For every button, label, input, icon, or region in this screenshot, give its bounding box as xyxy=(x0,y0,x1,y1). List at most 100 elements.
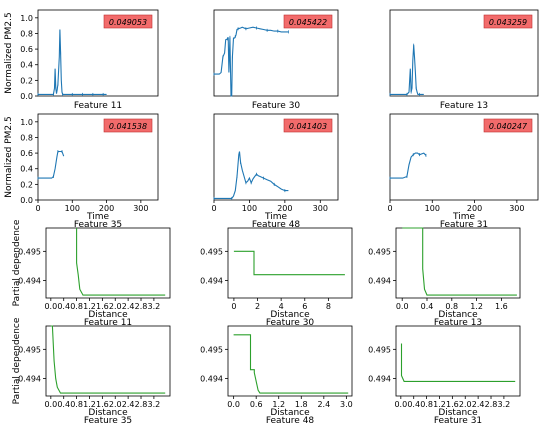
subplot-1: 0.0 0.2 0.4 0.6 0.8 1.0 0.049053 Feature 11 Norm… xyxy=(4,9,159,111)
x-tick-label: 3.2 xyxy=(498,400,511,409)
x-tick-label: 200 xyxy=(467,204,482,213)
x-tick-label: 300 xyxy=(509,204,524,213)
y-tick-label: 0.2 xyxy=(20,180,33,189)
importance-badge-value: 0.041538 xyxy=(109,122,147,131)
axes-frame xyxy=(45,325,171,397)
subplot-7: 0.494 0.495 0.0 0.4 0.8 1.2 1.6 2.0 2.4 2.8 3.2 Dis… xyxy=(12,219,171,328)
y-tick-label: 0.2 xyxy=(20,76,33,85)
x-tick-label: 0.0 xyxy=(44,400,57,409)
x-tick-label: 3.2 xyxy=(148,400,161,409)
x-tick-label: 8 xyxy=(326,302,331,311)
x-axis-label: Distance xyxy=(270,408,310,418)
x-tick-label: 1.6 xyxy=(446,400,459,409)
subplot-title: Feature 13 xyxy=(440,101,488,111)
series-line xyxy=(390,152,427,179)
subplot-title: Feature 48 xyxy=(252,220,301,230)
subplot-title: Feature 31 xyxy=(434,416,482,426)
x-tick-label: 2.0 xyxy=(109,400,122,409)
y-tick-label: 0.494 xyxy=(18,375,41,384)
y-tick-label: 0.6 xyxy=(20,149,33,158)
subplot-title: Feature 35 xyxy=(84,416,132,426)
x-axis-label: Time xyxy=(452,212,475,222)
x-tick-label: 0.4 xyxy=(57,400,70,409)
axes-frame xyxy=(227,227,353,299)
importance-badge xyxy=(103,118,153,133)
x-tick-label: 0.0 xyxy=(227,400,240,409)
series-line xyxy=(38,29,107,95)
x-tick-label: 0.6 xyxy=(250,400,263,409)
x-tick-label: 0.0 xyxy=(44,302,57,311)
subplot-11: 0.494 0.495 0.0 0.6 1.2 1.8 2.4 3.0 DistanceFeat… xyxy=(200,325,353,426)
axes-frame xyxy=(45,227,171,299)
x-axis-label: Distance xyxy=(270,310,310,320)
x-tick-label: 1.2 xyxy=(83,400,96,409)
subplot-title: Feature 11 xyxy=(74,101,122,111)
x-tick-label: 0.8 xyxy=(70,400,83,409)
x-tick-label: 300 xyxy=(133,204,148,213)
series-line xyxy=(233,250,345,276)
x-tick-label: 1.6 xyxy=(495,302,508,311)
x-tick-label: 1.2 xyxy=(470,302,483,311)
subplot-title: Feature 48 xyxy=(266,416,315,426)
x-tick-label: 2.4 xyxy=(122,302,135,311)
x-tick-label: 0.8 xyxy=(70,302,83,311)
x-axis-label: Distance xyxy=(88,310,128,320)
x-tick-label: 1.2 xyxy=(83,302,96,311)
subplot-title: Feature 35 xyxy=(74,220,122,230)
y-tick-label: 0.494 xyxy=(18,277,41,286)
importance-badge xyxy=(283,118,333,133)
y-tick-label: 0.494 xyxy=(368,375,391,384)
series-line xyxy=(214,26,289,97)
subplot-2: 0.045422 Feature 30 xyxy=(213,9,339,111)
x-axis-label: Distance xyxy=(438,310,478,320)
axes-frame xyxy=(389,9,539,97)
importance-badge xyxy=(283,14,333,29)
importance-badge xyxy=(483,118,533,133)
series-line xyxy=(38,150,65,179)
series-line xyxy=(214,151,289,199)
x-tick-label: 2.8 xyxy=(485,400,498,409)
importance-badge-value: 0.049053 xyxy=(109,18,147,27)
y-tick-label: 0.495 xyxy=(368,345,391,354)
x-axis-label: Distance xyxy=(88,408,128,418)
y-tick-label: 0.495 xyxy=(200,345,223,354)
x-tick-label: 6 xyxy=(302,302,307,311)
x-tick-label: 0 xyxy=(211,204,216,213)
x-tick-label: 0 xyxy=(387,204,392,213)
y-axis-label: Partial dependence xyxy=(12,219,22,306)
x-tick-label: 2.8 xyxy=(135,400,148,409)
subplot-title: Feature 13 xyxy=(434,318,482,328)
x-tick-label: 0.4 xyxy=(57,302,70,311)
y-axis-label: Normalized PM2.5 xyxy=(4,12,14,93)
x-tick-label: 4 xyxy=(279,302,284,311)
x-tick-label: 2.4 xyxy=(317,400,330,409)
series-line xyxy=(402,227,517,296)
y-tick-label: 1.0 xyxy=(20,14,33,23)
subplot-9: 0.494 0.495 0.0 0.4 0.8 1.2 1.6 DistanceFeature… xyxy=(368,227,521,328)
y-tick-label: 0.0 xyxy=(20,196,33,205)
series-line xyxy=(233,334,349,394)
y-tick-label: 0.495 xyxy=(200,247,223,256)
y-tick-label: 0.4 xyxy=(20,61,33,70)
y-tick-label: 0.494 xyxy=(368,277,391,286)
subplot-title: Feature 31 xyxy=(440,220,488,230)
importance-badge xyxy=(103,14,153,29)
axes-frame xyxy=(389,113,539,201)
x-tick-label: 2 xyxy=(255,302,260,311)
x-axis-label: Time xyxy=(264,212,287,222)
y-tick-label: 0.494 xyxy=(200,277,223,286)
x-tick-label: 2.4 xyxy=(122,400,135,409)
y-tick-label: 1.0 xyxy=(20,118,33,127)
subplot-4: 0.0 0.2 0.4 0.6 0.8 1.0 0 100 200 300 0.041538 Time… xyxy=(4,113,159,230)
y-axis-label: Partial dependence xyxy=(12,317,22,404)
axes-frame xyxy=(37,113,159,201)
y-tick-label: 0.495 xyxy=(368,247,391,256)
x-tick-label: 100 xyxy=(425,204,440,213)
y-tick-label: 0.8 xyxy=(20,29,33,38)
y-tick-label: 0.4 xyxy=(20,165,33,174)
axes-frame xyxy=(227,325,353,397)
axes-frame xyxy=(395,227,521,299)
x-tick-label: 200 xyxy=(99,204,114,213)
